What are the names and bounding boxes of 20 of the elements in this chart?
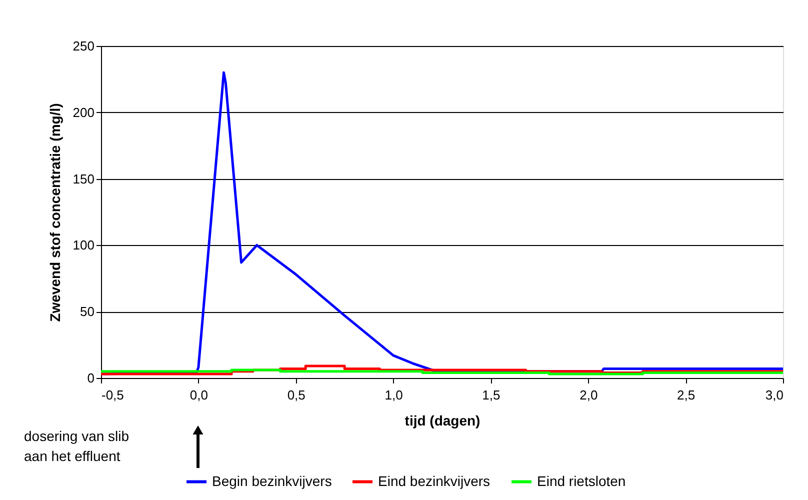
legend-label: Begin bezinkvijvers <box>212 472 332 489</box>
x-tick-label: 2,0 <box>580 388 598 402</box>
y-tick-label: 100 <box>72 238 94 253</box>
x-tick-label: 1,5 <box>482 388 500 402</box>
x-tick-label: 0,5 <box>287 388 306 402</box>
y-tick-label: 150 <box>72 171 94 186</box>
x-tick-label: 3,0 <box>765 388 784 402</box>
x-tick-label: -0,5 <box>102 388 124 402</box>
legend-label: Eind bezinkvijvers <box>378 472 490 489</box>
text: dosering van slib aan het effluent <box>24 428 130 464</box>
x-axis-title: tijd (dagen) <box>404 412 480 428</box>
y-tick-label: 250 <box>72 38 94 54</box>
y-tick-label: 200 <box>72 104 94 120</box>
y-tick-label: 50 <box>80 304 94 320</box>
legend-label: Eind rietsloten <box>537 472 626 489</box>
y-axis-title: Zwevend stof concentratie (mg/l) <box>46 103 63 322</box>
y-tick-label: 0 <box>87 370 94 386</box>
x-tick-label: 1,0 <box>384 388 403 402</box>
x-tick-label: 2,5 <box>677 388 696 402</box>
x-tick-label: 0,0 <box>190 388 208 402</box>
